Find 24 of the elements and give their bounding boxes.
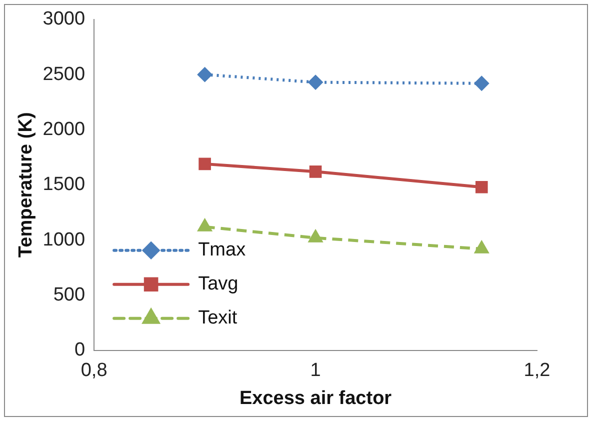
- y-axis-title: Temperature (K): [16, 112, 37, 258]
- y-tick-label: 0: [74, 340, 86, 361]
- point: [474, 76, 490, 91]
- y-tick-label: 1000: [42, 229, 86, 250]
- point: [308, 229, 323, 242]
- point: [308, 74, 324, 90]
- x-tick-label: 0,8: [80, 360, 108, 382]
- x-tick-label: 1,2: [524, 360, 550, 382]
- y-tick-label: 1500: [42, 174, 86, 196]
- x-axis-title: Excess air factor: [239, 388, 392, 409]
- y-tick-label: 2500: [42, 64, 86, 85]
- point: [197, 218, 212, 232]
- y-tick-label: 3000: [42, 8, 86, 30]
- point: [309, 166, 322, 178]
- y-tick-label: 2000: [42, 118, 86, 140]
- legend-label: Tmax: [198, 240, 246, 261]
- legend-label: Texit: [198, 308, 238, 329]
- point: [474, 240, 490, 254]
- point: [475, 180, 488, 194]
- point: [197, 67, 212, 82]
- x-tick-label: 1: [310, 360, 321, 382]
- point: [198, 158, 211, 170]
- legend-label: Tavg: [198, 274, 238, 295]
- y-tick-label: 500: [53, 284, 86, 306]
